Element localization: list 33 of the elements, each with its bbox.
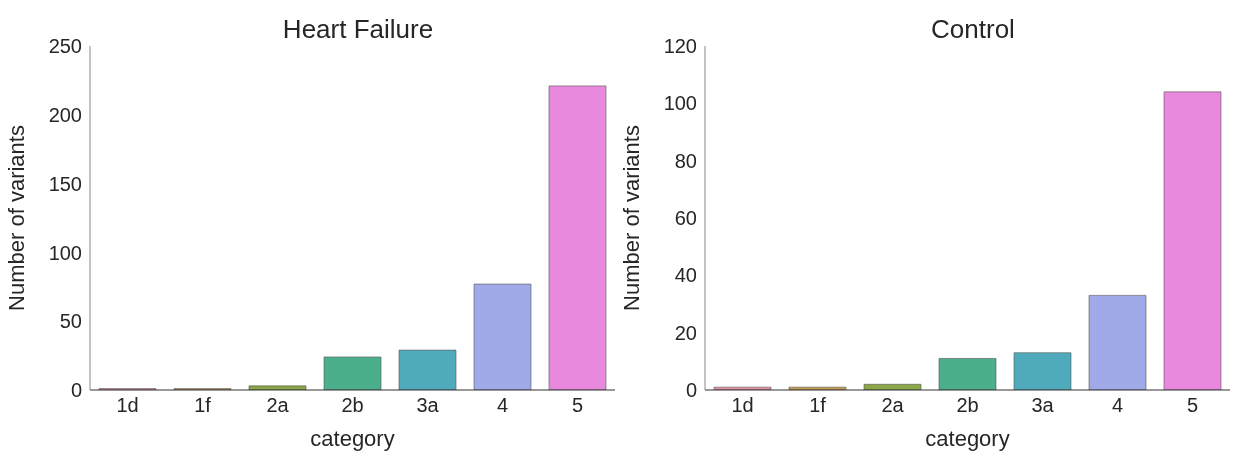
y-axis-title: Number of variants: [3, 125, 29, 311]
x-tick-label: 4: [1111, 394, 1124, 417]
y-tick-label: 0: [685, 379, 697, 402]
x-tick-label: 3a: [1031, 394, 1055, 417]
y-axis-title: Number of variants: [618, 125, 644, 311]
y-tick-label: 0: [70, 379, 82, 402]
y-tick-label: 120: [663, 35, 697, 58]
y-tick-label: 200: [48, 103, 82, 126]
x-tick-label: 2a: [266, 394, 290, 417]
x-tick-label: 1f: [194, 394, 212, 417]
x-tick-label: 5: [1186, 394, 1199, 417]
y-tick-label: 80: [674, 149, 697, 172]
x-tick-label: 1d: [116, 394, 139, 417]
x-tick-label: 1f: [809, 394, 827, 417]
y-tick-label: 20: [674, 321, 697, 344]
chart-title: Control: [930, 14, 1016, 45]
y-tick-label: 250: [48, 35, 82, 58]
x-axis-title: category: [310, 426, 395, 451]
x-axis-title: category: [925, 426, 1010, 451]
x-tick-label: 1d: [731, 394, 754, 417]
y-tick-label: 100: [48, 241, 82, 264]
y-tick-label: 150: [48, 172, 82, 195]
x-tick-label: 2a: [881, 394, 905, 417]
x-tick-label: 2b: [341, 394, 364, 417]
x-tick-label: 4: [496, 394, 509, 417]
x-tick-label: 5: [571, 394, 584, 417]
x-tick-label: 3a: [416, 394, 440, 417]
x-tick-label: 2b: [956, 394, 979, 417]
y-tick-label: 60: [674, 207, 697, 230]
chart-title: Heart Failure: [281, 14, 435, 45]
y-tick-label: 100: [663, 92, 697, 115]
y-tick-label: 50: [59, 310, 82, 333]
y-tick-label: 40: [674, 264, 697, 287]
